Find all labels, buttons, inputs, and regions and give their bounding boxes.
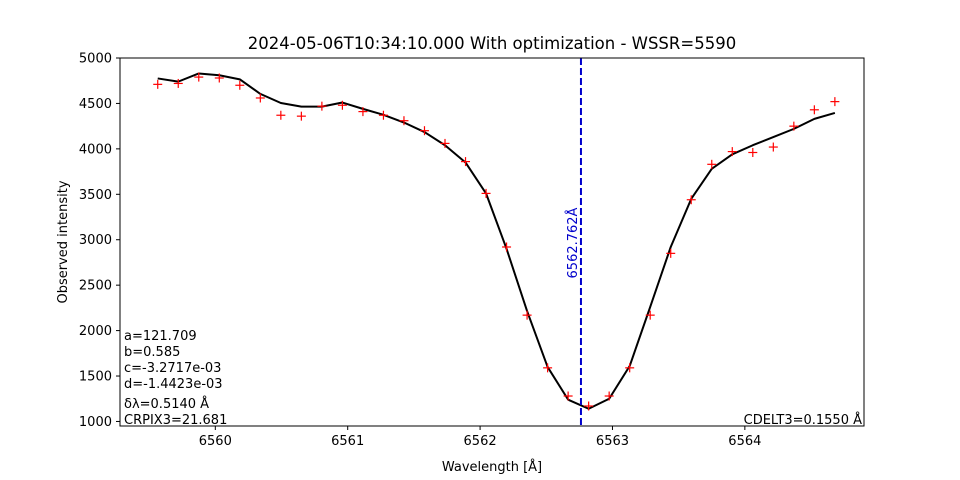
param-b: b=0.585 <box>124 345 180 360</box>
axes-frame <box>119 57 865 427</box>
y-axis-ticks: 1000 1500 2000 2500 3000 3500 4000 4500 5000 <box>79 52 120 430</box>
x-tick-label: 6562 <box>464 434 497 449</box>
center-wavelength-label: 6562.762Å <box>565 207 581 278</box>
observed-point <box>153 79 163 89</box>
y-tick-label: 2500 <box>79 279 112 294</box>
observed-point <box>604 391 614 401</box>
observed-point <box>194 72 204 82</box>
param-a: a=121.709 <box>124 329 197 344</box>
observed-point <box>748 147 758 157</box>
observed-point <box>255 93 265 103</box>
x-tick-label: 6563 <box>596 434 629 449</box>
observed-point <box>173 78 183 88</box>
y-tick-label: 1000 <box>79 415 112 430</box>
y-tick-label: 1500 <box>79 370 112 385</box>
y-tick-label: 2000 <box>79 324 112 339</box>
observed-point <box>399 116 409 126</box>
param-delta-lambda: δλ=0.5140 Å <box>124 396 209 412</box>
y-tick-label: 3500 <box>79 188 112 203</box>
observed-point <box>666 248 676 258</box>
observed-point <box>419 126 429 136</box>
observed-point <box>543 363 553 373</box>
observed-point <box>584 401 594 411</box>
observed-point <box>317 101 327 111</box>
observed-point <box>296 111 306 121</box>
y-tick-label: 4500 <box>79 97 112 112</box>
observed-point <box>235 80 245 90</box>
observed-point <box>502 242 512 252</box>
observed-point <box>686 195 696 205</box>
y-tick-label: 4000 <box>79 142 112 157</box>
param-cdelt3: CDELT3=0.1550 Å <box>744 412 862 428</box>
observed-point <box>461 157 471 167</box>
param-d: d=-1.4423e-03 <box>124 377 223 392</box>
observed-point <box>563 391 573 401</box>
x-axis-ticks: 6560 6561 6562 6563 6564 <box>199 426 761 449</box>
data-layer: 6562.762Å <box>153 58 840 426</box>
observed-point <box>337 100 347 110</box>
plot-area: 6562.762Å <box>153 58 840 426</box>
observed-point <box>440 138 450 148</box>
observed-point <box>358 107 368 117</box>
observed-point <box>789 121 799 131</box>
observed-point <box>727 147 737 157</box>
observed-point <box>522 310 532 320</box>
observed-point <box>481 188 491 198</box>
observed-point <box>707 159 717 169</box>
param-crpix3: CRPIX3=21.681 <box>124 413 227 428</box>
observed-point <box>378 110 388 120</box>
x-tick-label: 6560 <box>199 434 232 449</box>
observed-point <box>830 97 840 107</box>
x-tick-label: 6561 <box>331 434 364 449</box>
observed-point <box>276 110 286 120</box>
observed-point <box>625 363 635 373</box>
x-tick-label: 6564 <box>728 434 761 449</box>
observed-point <box>645 310 655 320</box>
fit-line <box>157 72 836 410</box>
param-c: c=-3.2717e-03 <box>124 361 221 376</box>
observed-point <box>214 73 224 83</box>
y-tick-label: 5000 <box>79 52 112 67</box>
y-axis-label: Observed intensity <box>56 180 71 303</box>
observed-point <box>809 105 819 115</box>
x-axis-label: Wavelength [Å] <box>442 459 542 475</box>
observed-point <box>768 142 778 152</box>
y-tick-label: 3000 <box>79 233 112 248</box>
chart-title: 2024-05-06T10:34:10.000 With optimizatio… <box>248 34 736 53</box>
